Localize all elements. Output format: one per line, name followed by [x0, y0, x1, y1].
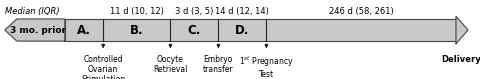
Text: 11 d (10, 12): 11 d (10, 12) — [110, 7, 164, 16]
Polygon shape — [456, 16, 468, 44]
Text: D.: D. — [235, 24, 250, 36]
Polygon shape — [5, 19, 65, 41]
Text: 3 mo. prior: 3 mo. prior — [11, 26, 66, 35]
Text: B.: B. — [130, 24, 144, 36]
Text: A.: A. — [77, 24, 91, 36]
Text: Embryo
transfer: Embryo transfer — [203, 55, 234, 74]
Bar — [65, 19, 456, 41]
Text: Controlled
Ovarian
Stimulation
Begins: Controlled Ovarian Stimulation Begins — [81, 55, 125, 79]
Text: 14 d (12, 14): 14 d (12, 14) — [216, 7, 269, 16]
Text: Delivery: Delivery — [441, 55, 480, 64]
Text: 3 d (3, 5): 3 d (3, 5) — [175, 7, 214, 16]
Text: Oocyte
Retrieval: Oocyte Retrieval — [153, 55, 188, 74]
Text: C.: C. — [188, 24, 201, 36]
Text: 1$^{st}$ Pregnancy
Test: 1$^{st}$ Pregnancy Test — [239, 55, 294, 79]
Text: Median (IQR): Median (IQR) — [5, 7, 60, 16]
Text: 246 d (58, 261): 246 d (58, 261) — [329, 7, 394, 16]
